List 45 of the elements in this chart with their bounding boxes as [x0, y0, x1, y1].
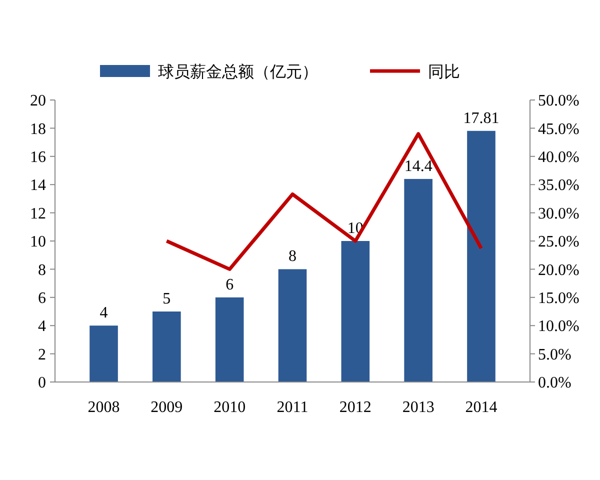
y-tick-label: 16: [30, 149, 46, 166]
legend-label: 球员薪金总额（亿元）: [158, 62, 318, 81]
y2-tick-label: 15.0%: [538, 290, 580, 307]
data-label: 4: [100, 304, 108, 322]
y2-tick-label: 50.0%: [538, 92, 580, 110]
x-tick-label: 2013: [402, 399, 434, 416]
x-tick-label: 2009: [150, 399, 183, 416]
y-tick-label: 2: [38, 346, 46, 364]
x-tick-label: 2008: [88, 399, 120, 416]
bar: [404, 178, 432, 382]
data-label: 17.81: [463, 110, 500, 127]
y2-tick-label: 40.0%: [538, 149, 580, 166]
y2-tick-label: 30.0%: [538, 205, 580, 222]
y-tick-label: 20: [30, 92, 46, 110]
bar: [90, 326, 118, 382]
y2-tick-label: 25.0%: [538, 234, 580, 251]
bar: [278, 269, 307, 382]
y-tick-label: 14: [30, 177, 46, 194]
legend-label: 同比: [428, 62, 460, 81]
y2-tick-label: 5.0%: [538, 346, 572, 364]
data-label: 5: [162, 290, 171, 308]
y-tick-label: 10: [30, 234, 46, 251]
bar: [467, 130, 496, 382]
x-tick-label: 2010: [214, 399, 246, 416]
x-tick-label: 2014: [465, 399, 498, 416]
y-tick-label: 0: [38, 374, 46, 392]
y2-tick-label: 45.0%: [538, 120, 580, 138]
y-tick-label: 6: [38, 290, 46, 307]
y-tick-label: 18: [30, 120, 46, 138]
bar: [215, 297, 244, 382]
y2-tick-label: 20.0%: [538, 262, 580, 279]
y-tick-label: 4: [38, 318, 46, 336]
line-series: [164, 132, 483, 271]
bar: [341, 241, 370, 382]
y2-tick-label: 35.0%: [538, 177, 580, 194]
x-tick-label: 2011: [276, 399, 308, 416]
data-label: 14.4: [404, 158, 432, 175]
y-tick-label: 8: [38, 262, 46, 279]
bar: [152, 312, 181, 382]
data-label: 8: [288, 248, 296, 266]
data-label: 6: [226, 276, 234, 294]
y2-tick-label: 0.0%: [538, 374, 572, 392]
y-tick-label: 12: [30, 205, 46, 222]
x-tick-label: 2012: [339, 399, 372, 416]
y2-tick-label: 10.0%: [538, 318, 580, 336]
